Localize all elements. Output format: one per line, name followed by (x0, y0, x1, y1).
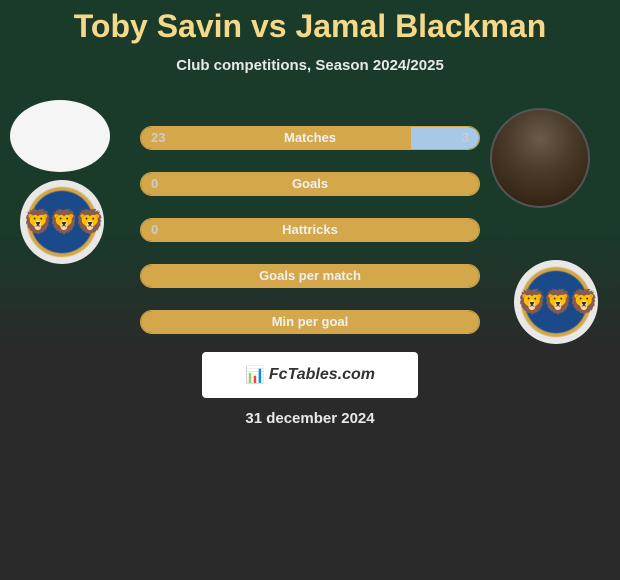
stat-value-right: 3 (462, 130, 469, 145)
brand-box[interactable]: 📊 FcTables.com (202, 352, 418, 398)
brand-label: FcTables.com (269, 366, 375, 384)
stat-row-hattricks: 0 Hattricks (140, 218, 480, 242)
player1-club-badge: 🦁🦁🦁 (20, 180, 104, 264)
stat-row-goals-per-match: Goals per match (140, 264, 480, 288)
stat-label: Matches (141, 130, 479, 145)
subtitle: Club competitions, Season 2024/2025 (0, 57, 620, 74)
stat-row-min-per-goal: Min per goal (140, 310, 480, 334)
stat-label: Min per goal (141, 314, 479, 329)
player2-avatar (490, 108, 590, 208)
date-label: 31 december 2024 (0, 410, 620, 427)
player1-avatar (10, 100, 110, 172)
chart-icon: 📊 (245, 365, 265, 385)
page-title: Toby Savin vs Jamal Blackman (0, 0, 620, 45)
stat-label: Hattricks (141, 222, 479, 237)
stat-row-matches: 23 Matches 3 (140, 126, 480, 150)
stat-label: Goals per match (141, 268, 479, 283)
club-lions-icon: 🦁🦁🦁 (517, 288, 595, 317)
stat-label: Goals (141, 176, 479, 191)
player2-club-badge: 🦁🦁🦁 (514, 260, 598, 344)
stat-row-goals: 0 Goals (140, 172, 480, 196)
stats-container: 23 Matches 3 0 Goals 0 Hattricks Goals p… (140, 126, 480, 356)
club-lions-icon: 🦁🦁🦁 (23, 208, 101, 237)
